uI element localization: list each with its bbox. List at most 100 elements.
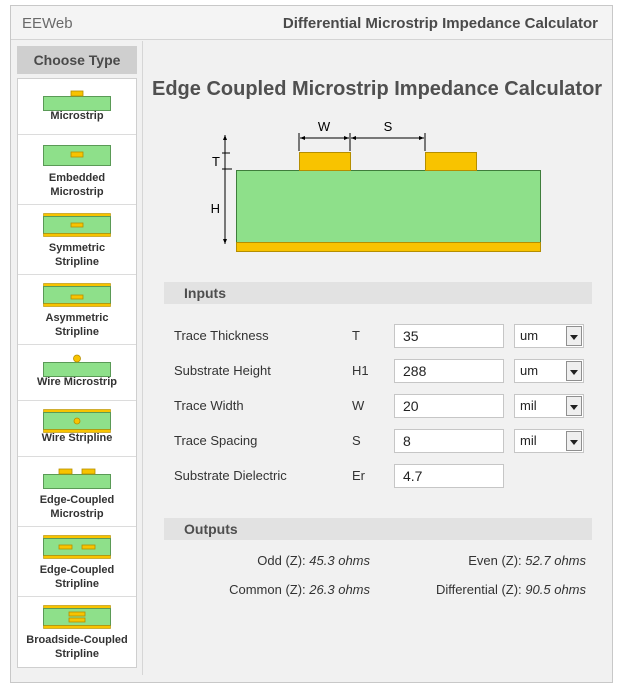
type-item-label: Wire Microstrip — [37, 376, 117, 388]
sidebar-divider — [142, 41, 143, 675]
dropdown-arrow-icon[interactable] — [566, 431, 582, 451]
calculator-window: EEWeb Differential Microstrip Impedance … — [10, 5, 613, 683]
field-symbol: Er — [352, 468, 365, 483]
input-row-trace-spacing: Trace Spacing S 8 mil — [174, 429, 594, 453]
field-label: Substrate Height — [174, 363, 271, 378]
trace-thickness-input[interactable]: 35 — [394, 324, 504, 348]
broadside-coupled-stripline-icon — [43, 605, 111, 629]
type-item-label: Microstrip — [50, 508, 104, 520]
output-value: 52.7 ohms — [525, 553, 586, 568]
field-symbol: T — [352, 328, 360, 343]
type-item-label: Edge-Coupled — [39, 494, 115, 506]
trace-spacing-unit-select[interactable]: mil — [514, 429, 584, 453]
symmetric-stripline-icon — [43, 213, 111, 237]
trace-right — [425, 152, 477, 171]
type-item-label: Symmetric — [48, 242, 106, 254]
type-item-label: Wire Stripline — [41, 432, 113, 444]
even-impedance-output: Even (Z): 52.7 ohms — [468, 553, 586, 568]
trace-width-input[interactable]: 20 — [394, 394, 504, 418]
type-item-edge-coupled-stripline[interactable]: Edge-Coupled Stripline — [18, 527, 136, 597]
output-value: 90.5 ohms — [525, 582, 586, 597]
edge-coupled-microstrip-icon — [43, 468, 111, 489]
output-label: Even (Z): — [468, 553, 522, 568]
dropdown-arrow-icon[interactable] — [566, 396, 582, 416]
trace-spacing-input[interactable]: 8 — [394, 429, 504, 453]
type-item-embedded-microstrip[interactable]: Embedded Microstrip — [18, 135, 136, 205]
differential-impedance-output: Differential (Z): 90.5 ohms — [436, 582, 586, 597]
selected-unit: mil — [520, 398, 537, 413]
wire-stripline-icon — [43, 409, 111, 433]
app-title: Differential Microstrip Impedance Calcul… — [282, 15, 598, 32]
input-row-substrate-height: Substrate Height H1 288 um — [174, 359, 594, 383]
input-row-substrate-dielectric: Substrate Dielectric Er 4.7 — [174, 464, 594, 488]
ground-plane — [236, 242, 541, 252]
type-item-asymmetric-stripline[interactable]: Asymmetric Stripline — [18, 275, 136, 345]
field-label: Trace Thickness — [174, 328, 269, 343]
trace-thickness-unit-select[interactable]: um — [514, 324, 584, 348]
selected-unit: um — [520, 328, 539, 343]
output-label: Common (Z): — [229, 582, 306, 597]
type-item-label: Microstrip — [50, 186, 104, 198]
output-value: 26.3 ohms — [309, 582, 370, 597]
dropdown-arrow-icon[interactable] — [566, 361, 582, 381]
type-item-microstrip[interactable]: Microstrip — [18, 79, 136, 135]
type-item-label: Stripline — [54, 578, 99, 590]
type-item-label: Broadside-Coupled — [26, 634, 128, 646]
type-item-wire-microstrip[interactable]: Wire Microstrip — [18, 345, 136, 401]
page-title: Edge Coupled Microstrip Impedance Calcul… — [152, 78, 603, 100]
type-item-symmetric-stripline[interactable]: Symmetric Stripline — [18, 205, 136, 275]
cross-section-diagram: W S T H — [211, 119, 541, 252]
input-row-trace-width: Trace Width W 20 mil — [174, 394, 594, 418]
trace-left — [299, 152, 351, 171]
substrate-height-input[interactable]: 288 — [394, 359, 504, 383]
type-item-label: Stripline — [54, 648, 99, 660]
trace-width-dimension: W — [298, 119, 351, 151]
field-label: Trace Width — [174, 398, 244, 413]
field-label: Substrate Dielectric — [174, 468, 287, 483]
main-panel: Edge Coupled Microstrip Impedance Calcul… — [148, 41, 612, 671]
selected-unit: um — [520, 363, 539, 378]
type-list: Microstrip Embedded Microstrip Symmetric S… — [17, 78, 137, 668]
trace-width-unit-select[interactable]: mil — [514, 394, 584, 418]
input-row-trace-thickness: Trace Thickness T 35 um — [174, 324, 594, 348]
output-label: Differential (Z): — [435, 582, 522, 597]
dim-label-t: T — [212, 154, 220, 169]
wire-microstrip-icon — [43, 354, 111, 377]
embedded-microstrip-icon — [43, 145, 111, 166]
edge-coupled-stripline-icon — [43, 535, 111, 559]
trace-spacing-dimension: S — [351, 119, 426, 151]
type-sidebar: Choose Type Microstrip Embedded Microstri… — [17, 46, 139, 670]
substrate-dielectric-input[interactable]: 4.7 — [394, 464, 504, 488]
type-item-wire-stripline[interactable]: Wire Stripline — [18, 401, 136, 457]
microstrip-icon — [43, 90, 111, 111]
type-item-broadside-coupled-stripline[interactable]: Broadside-Coupled Stripline — [18, 597, 136, 667]
type-item-label: Embedded — [48, 172, 106, 184]
output-label: Odd (Z): — [257, 553, 306, 568]
type-item-label: Microstrip — [50, 110, 104, 122]
common-impedance-output: Common (Z): 26.3 ohms — [229, 582, 370, 597]
type-item-label: Stripline — [54, 326, 99, 338]
thickness-height-dimension: T H — [211, 135, 232, 244]
type-item-label: Edge-Coupled — [39, 564, 115, 576]
type-item-label: Asymmetric — [45, 312, 109, 324]
dim-label-h: H — [211, 201, 220, 216]
field-label: Trace Spacing — [174, 433, 258, 448]
selected-unit: mil — [520, 433, 537, 448]
odd-impedance-output: Odd (Z): 45.3 ohms — [257, 553, 370, 568]
outputs-header: Outputs — [164, 518, 592, 540]
dim-label-s: S — [384, 119, 393, 134]
dim-label-w: W — [318, 119, 331, 134]
inputs-header: Inputs — [164, 282, 592, 304]
field-symbol: S — [352, 433, 361, 448]
substrate — [236, 170, 541, 243]
asymmetric-stripline-icon — [43, 283, 111, 307]
title-bar: EEWeb Differential Microstrip Impedance … — [11, 6, 612, 40]
output-value: 45.3 ohms — [309, 553, 370, 568]
brand-logo[interactable]: EEWeb — [22, 15, 73, 32]
dropdown-arrow-icon[interactable] — [566, 326, 582, 346]
choose-type-heading: Choose Type — [17, 46, 137, 74]
field-symbol: W — [352, 398, 365, 413]
type-item-edge-coupled-microstrip[interactable]: Edge-Coupled Microstrip — [18, 457, 136, 527]
field-symbol: H1 — [352, 363, 369, 378]
substrate-height-unit-select[interactable]: um — [514, 359, 584, 383]
